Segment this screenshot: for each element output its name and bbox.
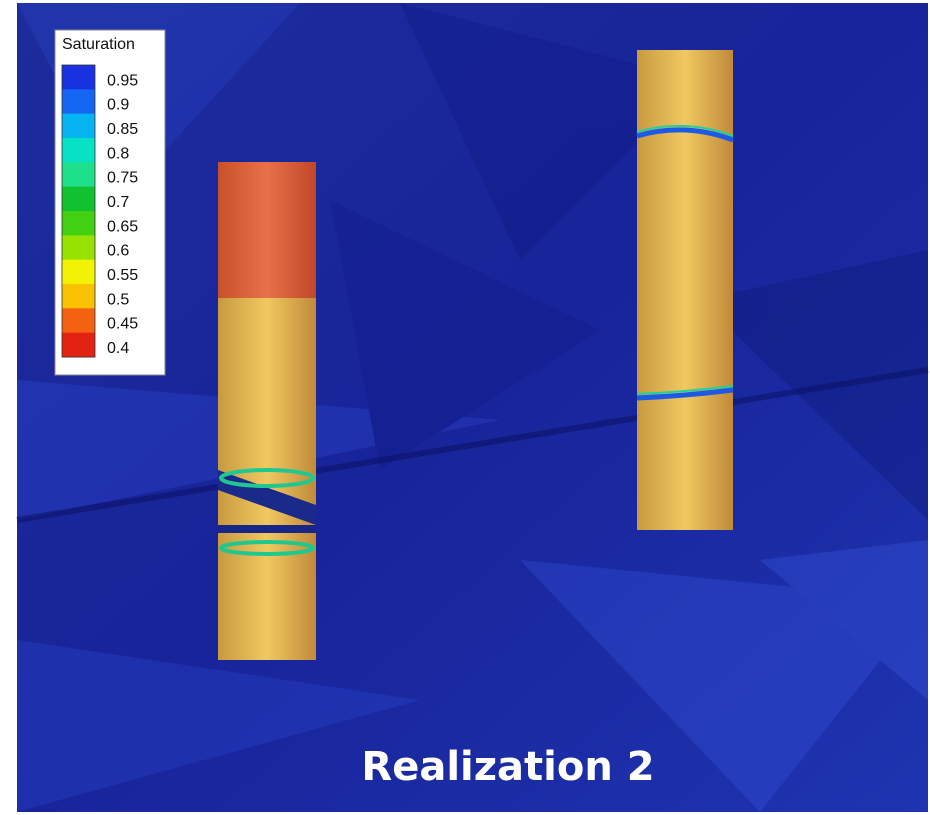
core-body	[637, 50, 733, 530]
legend-label: 0.9	[107, 97, 129, 114]
legend-swatch	[62, 65, 95, 90]
legend-title: Saturation	[62, 36, 135, 53]
legend-swatch	[62, 333, 95, 358]
legend-label: 0.85	[107, 121, 138, 138]
legend-swatch	[62, 235, 95, 260]
legend-swatch	[62, 114, 95, 139]
left-core	[218, 162, 316, 660]
legend-label: 0.45	[107, 316, 138, 333]
legend-swatch	[62, 260, 95, 285]
legend-swatch	[62, 284, 95, 309]
core-top	[218, 162, 316, 298]
legend-swatch	[62, 89, 95, 114]
legend-swatch	[62, 162, 95, 187]
legend-label: 0.65	[107, 218, 138, 235]
legend-label: 0.6	[107, 243, 129, 260]
legend-label: 0.5	[107, 291, 129, 308]
page: {"legend": {"title": "Saturation", "item…	[0, 0, 930, 815]
caption: Realization 2	[361, 744, 654, 790]
legend-label: 0.7	[107, 194, 129, 211]
legend-label: 0.4	[107, 340, 129, 357]
legend-swatch	[62, 187, 95, 212]
legend-swatch	[62, 211, 95, 236]
legend-label: 0.55	[107, 267, 138, 284]
legend-swatch	[62, 138, 95, 163]
scene: Saturation 0.95 0.9 0.85 0.8 0.75 0.7 0.65 0.6 0…	[0, 0, 930, 815]
legend-swatch	[62, 308, 95, 333]
legend: Saturation 0.95 0.9 0.85 0.8 0.75 0.7 0.65 0.6 0…	[55, 30, 165, 375]
legend-label: 0.8	[107, 145, 129, 162]
right-core	[637, 50, 733, 530]
legend-label: 0.95	[107, 72, 138, 89]
legend-label: 0.75	[107, 170, 138, 187]
core-gap	[218, 525, 316, 533]
